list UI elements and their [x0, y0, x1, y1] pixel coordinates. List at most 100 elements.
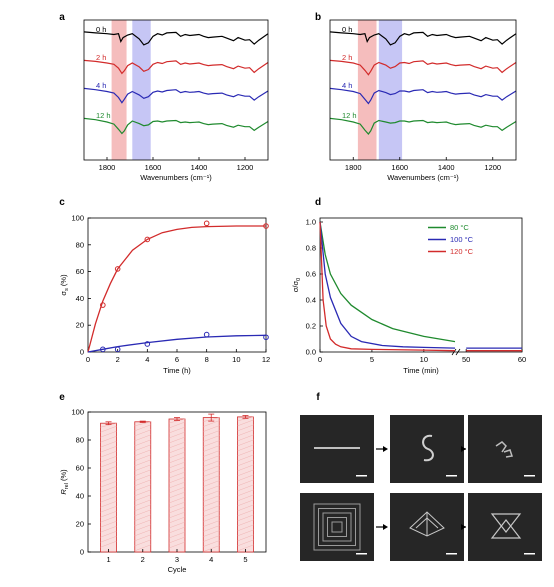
panel-d-ylabel-sub: 0 [296, 278, 302, 281]
panel-e-bar-hatch [100, 430, 117, 438]
panel-c-point [263, 334, 269, 341]
panel-e-bar-hatch [203, 535, 220, 542]
panel-e-bar-hatch [203, 445, 220, 452]
panel-e-bar-hatch [100, 505, 117, 513]
panel-e-bar-hatch [237, 489, 254, 497]
panel-e-bar-hatch [237, 514, 254, 522]
panel-e-bar-hatch [203, 485, 220, 492]
panel-e-bar-hatch [100, 465, 117, 473]
panel-e-bar-hatch [100, 460, 117, 468]
panel-d-frame [319, 217, 523, 353]
panel-e-bar-hatch [134, 539, 151, 547]
panel-e-bar-hatch [134, 519, 151, 527]
panel-e-bar-hatch [237, 509, 254, 517]
panel-d-legend-label: 80 °C [450, 223, 469, 232]
panel-c-ylabel: σs (%) [59, 274, 70, 296]
panel-e-bar-hatch [237, 419, 254, 427]
panel-e-bar [237, 416, 254, 553]
panel-e-bar-hatch [134, 524, 151, 532]
panel-e-bar-hatch [134, 439, 151, 447]
scale-bar [524, 475, 535, 477]
photo-curled-shape [468, 415, 542, 483]
panel-e-bar-hatch [134, 429, 151, 437]
panel-e-bar-hatch [100, 540, 117, 548]
panel-e-bar-hatch [100, 500, 117, 508]
panel-a-xtick-label: 1200 [237, 163, 254, 172]
panel-b-series-0 [329, 31, 517, 46]
concentric-square [322, 512, 352, 542]
panel-e-bar-hatch [134, 459, 151, 467]
panel-e-bar-hatch [237, 474, 254, 482]
panel-e-bar-hatch [168, 466, 186, 474]
arrow-head-icon [461, 524, 466, 530]
panel-c-xtick-label: 10 [232, 355, 240, 364]
panel-e-bar-hatch [168, 511, 186, 519]
panel-d-xtick-label: 5 [370, 355, 374, 364]
curled-shape [495, 441, 513, 458]
panel-e-bar-hatch [168, 441, 186, 449]
panel-e-bar-hatch [100, 510, 117, 518]
panel-e-bar-hatch [100, 515, 117, 523]
panel-d-ytick-label: 0.2 [306, 322, 316, 331]
panel-e-bar-hatch [203, 510, 220, 517]
panel-a-frame [83, 19, 269, 161]
panel-e-bar-hatch [100, 475, 117, 483]
panel-b-frame [329, 19, 517, 161]
panel-c-ytick-label: 0 [80, 348, 84, 357]
concentric-square [327, 517, 347, 537]
panel-e-bar-hatch [134, 534, 151, 542]
panel-e-bar-hatch [237, 444, 254, 452]
panel-b-series-label-0: 0 h [342, 25, 352, 34]
panel-c-xtick-label: 2 [116, 355, 120, 364]
scale-bar [524, 553, 535, 555]
panel-e-ytick-label: 100 [71, 408, 84, 417]
panel-e-bar-hatch [134, 479, 151, 487]
panel-d-xtick-label: 50 [462, 355, 470, 364]
panel-e-bar-hatch [237, 504, 254, 512]
panel-e-bar-hatch [203, 450, 220, 457]
panel-d-ylabel-main: σ/σ [291, 280, 300, 292]
panel-e-bar-hatch [100, 440, 117, 448]
panel-e-bar-hatch [134, 464, 151, 472]
panel-e-bar-hatch [203, 430, 220, 437]
panel-e-bar-hatch [237, 439, 254, 447]
panel-b-series-label-3: 12 h [342, 111, 357, 120]
panel-e-bar-hatch [168, 501, 186, 509]
panel-e-bar-hatch [100, 445, 117, 453]
panel-e-bar-hatch [100, 480, 117, 488]
panel-e-bar [100, 422, 117, 553]
panel-e-bar-hatch [168, 506, 186, 514]
photo-concentric-squares [300, 493, 374, 561]
panel-c-point [114, 346, 121, 353]
panel-e-bar-hatch [237, 416, 254, 422]
panel-e-bar-hatch [168, 516, 186, 524]
panel-a-xtick-label: 1400 [191, 163, 208, 172]
panel-d-ytick-label: 0.0 [306, 348, 316, 357]
panel-e-bar-hatch [203, 465, 220, 472]
panel-e-bar-hatch [134, 434, 151, 442]
arrow-head-icon [383, 524, 388, 530]
panel-b-series-label-1: 2 h [342, 53, 352, 62]
panel-e-xlabel: Cycle [168, 565, 187, 574]
panel-d-ylabel: σ/σ0 [291, 278, 302, 292]
panel-c-xtick-label: 4 [145, 355, 149, 364]
panel-b-xlabel: Wavenumbers (cm⁻¹) [387, 173, 459, 182]
panel-d-ytick-label: 0.6 [306, 270, 316, 279]
panel-e-bar-hatch [203, 435, 220, 442]
panel-e-bar-hatch [237, 429, 254, 437]
panel-e-bar-hatch [237, 459, 254, 467]
panel-d-series-2 [319, 221, 522, 352]
panel-e-bar-hatch [134, 509, 151, 517]
panel-d-ytick-label: 0.4 [306, 296, 316, 305]
panel-b-band-2 [378, 20, 403, 160]
panel-e-bar-hatch [168, 471, 186, 479]
panel-a-series-1 [83, 59, 269, 75]
panel-e-bar-hatch [100, 450, 117, 458]
panel-e-bar-hatch [237, 499, 254, 507]
panel-b-xtick-label: 1600 [391, 163, 408, 172]
panel-e-bar-hatch [134, 421, 151, 427]
panel-e-bar-hatch [203, 475, 220, 482]
panel-e-bar-hatch [168, 541, 186, 549]
panel-e-bar-hatch [134, 454, 151, 462]
